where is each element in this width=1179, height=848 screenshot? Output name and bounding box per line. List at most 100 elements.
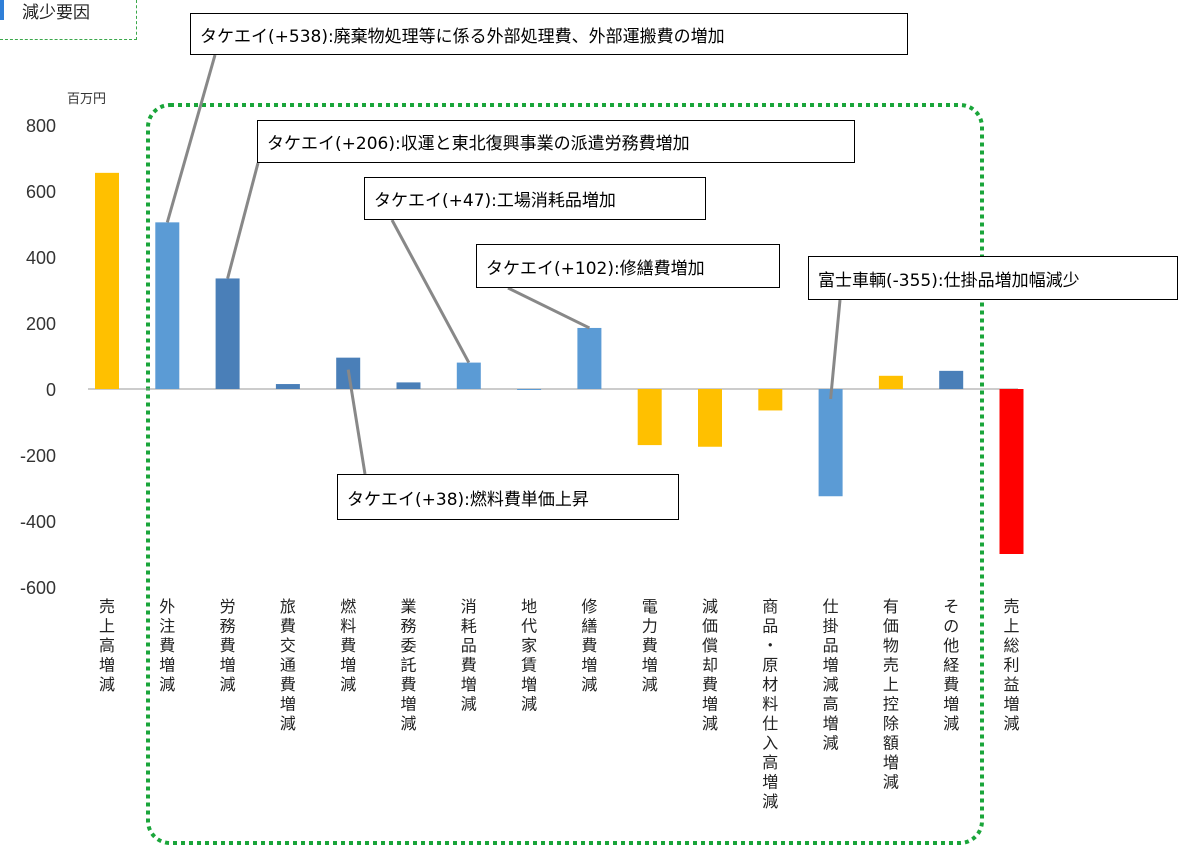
category-label: 上 [1003, 617, 1019, 636]
category-label: 委 [400, 636, 416, 655]
category-label: 原 [762, 656, 778, 675]
bar [637, 389, 662, 446]
callout-labor: タケエイ(+206):収運と東北復興事業の派遣労務費増加 [257, 120, 855, 163]
category-label: 減 [340, 675, 356, 694]
y-tick-label: -400 [20, 512, 56, 532]
bar [577, 327, 602, 389]
category-label: 仕 [762, 714, 778, 733]
tag-accent-bar [0, 0, 4, 20]
category-label: 費 [943, 675, 959, 694]
callout-leader-line [346, 369, 367, 475]
category-label: 増 [943, 695, 959, 714]
category-label: 減 [280, 714, 296, 733]
category-label: 修 [581, 597, 597, 616]
category-label: 減 [159, 675, 175, 694]
category-label: 費 [340, 636, 356, 655]
category-label: 消 [461, 597, 477, 616]
category-label: 総 [1003, 636, 1019, 655]
category-label: 品 [823, 636, 839, 655]
category-label: そ [943, 597, 959, 616]
category-label: 除 [883, 714, 899, 733]
category-label: 家 [521, 636, 537, 655]
category-label: 入 [762, 734, 778, 753]
category-label: 力 [642, 617, 658, 636]
y-tick-label: -200 [20, 446, 56, 466]
category-label: 減 [702, 597, 718, 616]
bar [818, 389, 843, 497]
category-label: 償 [702, 636, 718, 655]
callout-leader-line [226, 162, 260, 279]
category-label: 料 [762, 695, 778, 714]
category-label: 品 [461, 636, 477, 655]
category-label: 高 [823, 695, 839, 714]
category-label: 燃 [340, 597, 356, 616]
category-label: 減 [220, 675, 236, 694]
category-label: 高 [99, 636, 115, 655]
category-label: 減 [702, 714, 718, 733]
callout-leader-line [390, 219, 471, 364]
category-label: 費 [461, 656, 477, 675]
callout-leader-line [507, 286, 591, 330]
category-label: 減 [943, 714, 959, 733]
category-label: 増 [461, 675, 477, 694]
bar [456, 362, 481, 389]
category-label: 利 [1003, 656, 1019, 675]
category-label: 増 [1003, 695, 1019, 714]
category-label: 減 [99, 675, 115, 694]
category-label: 仕 [823, 597, 839, 616]
category-label: 掛 [823, 617, 839, 636]
category-label: 売 [883, 656, 899, 675]
callout-leader-line [165, 54, 217, 223]
category-label: 高 [762, 753, 778, 772]
category-label: 価 [702, 617, 718, 636]
category-label: 売 [1003, 597, 1019, 616]
y-tick-label: 0 [46, 380, 56, 400]
y-unit-label: 百万円 [67, 92, 106, 107]
bar [396, 382, 421, 389]
category-label: 増 [702, 695, 718, 714]
category-label: 物 [883, 636, 899, 655]
category-label: 賃 [521, 656, 537, 675]
category-label: 商 [762, 597, 778, 616]
bar [999, 389, 1024, 554]
category-label: 価 [883, 617, 899, 636]
category-label: 増 [823, 714, 839, 733]
highlight-frame [146, 103, 984, 845]
category-label: 増 [220, 656, 236, 675]
category-label: 費 [280, 675, 296, 694]
category-label: 減 [521, 695, 537, 714]
category-label: 注 [159, 617, 175, 636]
category-label: 費 [702, 675, 718, 694]
category-label: 増 [581, 656, 597, 675]
bar [698, 389, 722, 447]
category-label: 増 [762, 773, 778, 792]
category-label: 増 [883, 753, 899, 772]
category-label: 減 [823, 734, 839, 753]
category-label: 増 [642, 656, 658, 675]
y-tick-label: 400 [26, 248, 56, 268]
y-tick-label: 800 [26, 116, 56, 136]
bar [517, 389, 542, 390]
category-label: 却 [702, 656, 718, 675]
bar [95, 172, 119, 389]
y-tick-label: -600 [20, 578, 56, 598]
section-tag-label: 減少要因 [22, 3, 90, 23]
category-label: 増 [340, 656, 356, 675]
category-label: 務 [220, 617, 236, 636]
category-label: 減 [581, 675, 597, 694]
category-label: 増 [521, 675, 537, 694]
bar [758, 389, 783, 411]
category-label: ・ [762, 636, 778, 655]
category-label: 他 [943, 636, 959, 655]
category-label: 増 [823, 656, 839, 675]
category-label: 減 [400, 714, 416, 733]
category-label: 代 [521, 617, 537, 636]
category-label: 費 [642, 636, 658, 655]
category-label: 上 [883, 675, 899, 694]
category-label: 繕 [581, 617, 597, 636]
y-tick-label: 200 [26, 314, 56, 334]
callout-consumables: タケエイ(+47):工場消耗品増加 [364, 177, 706, 220]
category-label: 減 [883, 773, 899, 792]
category-label: 減 [642, 675, 658, 694]
